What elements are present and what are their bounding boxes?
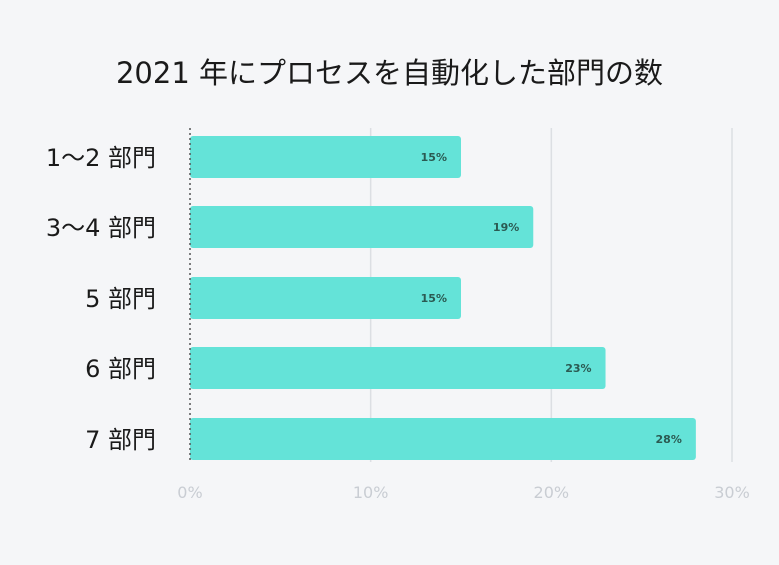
bar <box>190 347 606 389</box>
x-tick-label: 30% <box>714 483 750 502</box>
bar <box>190 277 461 319</box>
category-label: 3～4 部門 <box>46 214 156 242</box>
data-label: 19% <box>493 221 519 234</box>
bar <box>190 206 534 248</box>
category-label: 5 部門 <box>85 285 156 313</box>
category-label: 1～2 部門 <box>46 144 156 172</box>
x-tick-label: 0% <box>177 483 202 502</box>
category-label: 7 部門 <box>85 426 156 454</box>
bar <box>190 418 696 460</box>
data-label: 15% <box>421 151 447 164</box>
chart-title: 2021 年にプロセスを自動化した部門の数 <box>115 56 664 90</box>
x-tick-label: 10% <box>353 483 389 502</box>
category-label: 6 部門 <box>85 355 156 383</box>
x-tick-label: 20% <box>534 483 570 502</box>
data-label: 23% <box>565 362 591 375</box>
data-label: 15% <box>421 292 447 305</box>
bar <box>190 136 461 178</box>
data-label: 28% <box>656 433 682 446</box>
